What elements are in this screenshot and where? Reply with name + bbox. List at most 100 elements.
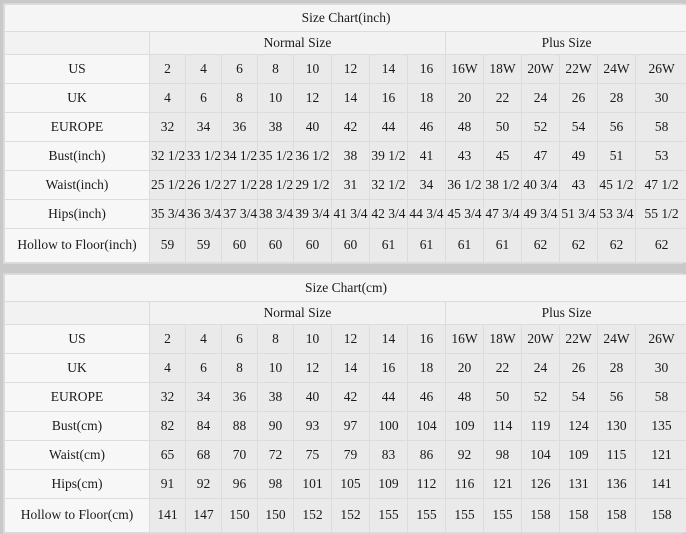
inch-cell-r3-c9: 45 <box>484 142 522 171</box>
inch-cell-r3-c3: 35 1/2 <box>258 142 294 171</box>
cm-cell-r2-c8: 48 <box>446 383 484 412</box>
cm-cell-r6-c3: 150 <box>258 499 294 533</box>
inch-cell-r0-c3: 8 <box>258 55 294 84</box>
cm-cell-r1-c13: 30 <box>636 354 686 383</box>
cm-cell-r5-c1: 92 <box>186 470 222 499</box>
inch-cell-r0-c5: 12 <box>332 55 370 84</box>
cm-cell-r4-c10: 104 <box>522 441 560 470</box>
inch-cell-r0-c10: 20W <box>522 55 560 84</box>
inch-group-header-1: Plus Size <box>446 32 686 55</box>
inch-cell-r1-c8: 20 <box>446 84 484 113</box>
cm-cell-r5-c11: 131 <box>560 470 598 499</box>
cm-cell-r2-c0: 32 <box>150 383 186 412</box>
inch-row-label-6: Hollow to Floor(inch) <box>5 229 150 263</box>
inch-cell-r5-c0: 35 3/4 <box>150 200 186 229</box>
inch-cell-r4-c7: 34 <box>408 171 446 200</box>
cm-cell-r0-c1: 4 <box>186 325 222 354</box>
cm-cell-r3-c12: 130 <box>598 412 636 441</box>
inch-cell-r0-c1: 4 <box>186 55 222 84</box>
cm-cell-r1-c11: 26 <box>560 354 598 383</box>
cm-cell-r3-c1: 84 <box>186 412 222 441</box>
cm-group-header-0: Normal Size <box>150 302 446 325</box>
inch-cell-r6-c0: 59 <box>150 229 186 263</box>
cm-cell-r1-c9: 22 <box>484 354 522 383</box>
inch-cell-r1-c3: 10 <box>258 84 294 113</box>
cm-cell-r3-c0: 82 <box>150 412 186 441</box>
cm-cell-r6-c12: 158 <box>598 499 636 533</box>
cm-cell-r2-c2: 36 <box>222 383 258 412</box>
cm-cell-r5-c2: 96 <box>222 470 258 499</box>
inch-cell-r1-c11: 26 <box>560 84 598 113</box>
inch-cell-r5-c3: 38 3/4 <box>258 200 294 229</box>
inch-cell-r3-c10: 47 <box>522 142 560 171</box>
cm-cell-r4-c13: 121 <box>636 441 686 470</box>
cm-group-corner <box>5 302 150 325</box>
inch-row-label-2: EUROPE <box>5 113 150 142</box>
cm-cell-r2-c5: 42 <box>332 383 370 412</box>
inch-cell-r2-c12: 56 <box>598 113 636 142</box>
cm-cell-r4-c2: 70 <box>222 441 258 470</box>
inch-cell-r6-c12: 62 <box>598 229 636 263</box>
cm-row-label-6: Hollow to Floor(cm) <box>5 499 150 533</box>
inch-cell-r4-c8: 36 1/2 <box>446 171 484 200</box>
cm-cell-r2-c4: 40 <box>294 383 332 412</box>
inch-cell-r6-c6: 61 <box>370 229 408 263</box>
cm-cell-r1-c10: 24 <box>522 354 560 383</box>
cm-cell-r6-c8: 155 <box>446 499 484 533</box>
cm-cell-r5-c3: 98 <box>258 470 294 499</box>
inch-cell-r4-c1: 26 1/2 <box>186 171 222 200</box>
cm-cell-r3-c7: 104 <box>408 412 446 441</box>
inch-cell-r4-c0: 25 1/2 <box>150 171 186 200</box>
cm-cell-r5-c13: 141 <box>636 470 686 499</box>
cm-cell-r2-c12: 56 <box>598 383 636 412</box>
cm-cell-r3-c8: 109 <box>446 412 484 441</box>
inch-cell-r2-c5: 42 <box>332 113 370 142</box>
cm-cell-r3-c6: 100 <box>370 412 408 441</box>
cm-cell-r4-c3: 72 <box>258 441 294 470</box>
inch-cell-r4-c4: 29 1/2 <box>294 171 332 200</box>
cm-cell-r5-c7: 112 <box>408 470 446 499</box>
cm-cell-r0-c13: 26W <box>636 325 686 354</box>
inch-cell-r1-c7: 18 <box>408 84 446 113</box>
inch-cell-r4-c2: 27 1/2 <box>222 171 258 200</box>
inch-cell-r4-c12: 45 1/2 <box>598 171 636 200</box>
cm-cell-r2-c10: 52 <box>522 383 560 412</box>
inch-cell-r1-c5: 14 <box>332 84 370 113</box>
cm-cell-r6-c11: 158 <box>560 499 598 533</box>
inch-row-label-1: UK <box>5 84 150 113</box>
cm-cell-r1-c1: 6 <box>186 354 222 383</box>
cm-cell-r1-c6: 16 <box>370 354 408 383</box>
cm-cell-r5-c10: 126 <box>522 470 560 499</box>
inch-cell-r1-c12: 28 <box>598 84 636 113</box>
inch-cell-r5-c11: 51 3/4 <box>560 200 598 229</box>
cm-row-label-4: Waist(cm) <box>5 441 150 470</box>
inch-row-label-0: US <box>5 55 150 84</box>
cm-cell-r4-c1: 68 <box>186 441 222 470</box>
cm-cell-r1-c7: 18 <box>408 354 446 383</box>
inch-cell-r3-c12: 51 <box>598 142 636 171</box>
inch-cell-r1-c4: 12 <box>294 84 332 113</box>
cm-cell-r5-c12: 136 <box>598 470 636 499</box>
cm-cell-r5-c0: 91 <box>150 470 186 499</box>
inch-cell-r0-c7: 16 <box>408 55 446 84</box>
inch-cell-r0-c9: 18W <box>484 55 522 84</box>
inch-cell-r2-c10: 52 <box>522 113 560 142</box>
inch-cell-r5-c10: 49 3/4 <box>522 200 560 229</box>
cm-cell-r2-c3: 38 <box>258 383 294 412</box>
cm-cell-r5-c5: 105 <box>332 470 370 499</box>
cm-cell-r2-c11: 54 <box>560 383 598 412</box>
cm-cell-r3-c13: 135 <box>636 412 686 441</box>
